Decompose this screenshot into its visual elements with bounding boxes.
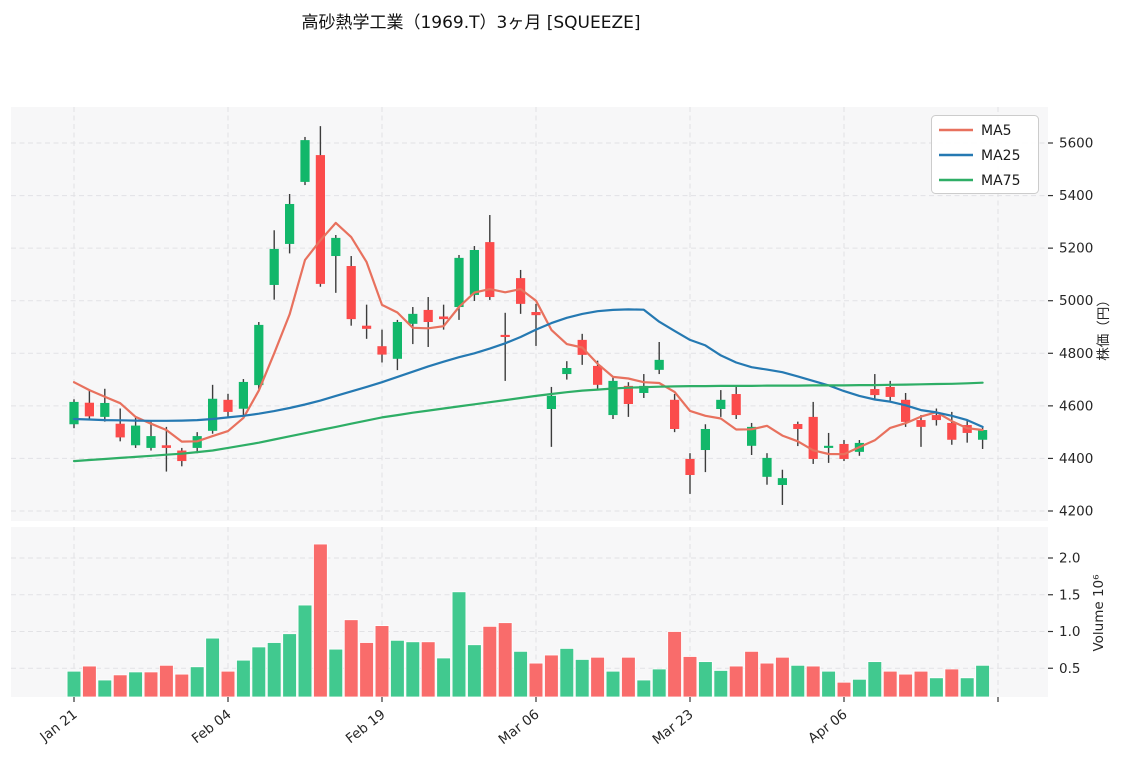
svg-text:1.5: 1.5 (1059, 587, 1080, 603)
svg-text:4800: 4800 (1059, 346, 1093, 362)
svg-text:4400: 4400 (1059, 451, 1093, 467)
chart-title: 高砂熱学工業（1969.T）3ヶ月 [SQUEEZE] (301, 13, 640, 33)
svg-text:Jan 21: Jan 21 (37, 707, 81, 746)
svg-text:4200: 4200 (1059, 504, 1093, 520)
svg-text:Apr 06: Apr 06 (805, 707, 850, 747)
legend-label-ma5: MA5 (981, 123, 1012, 139)
legend: MA5 MA25 MA75 (931, 115, 1039, 194)
legend-label-ma25: MA25 (981, 148, 1020, 164)
plot-area: 4200 4400 4600 4800 5000 5200 5400 5600 0.5 1.0 1.… (11, 107, 1093, 748)
svg-text:5400: 5400 (1059, 188, 1093, 204)
svg-text:Mar 06: Mar 06 (496, 707, 543, 749)
svg-text:4600: 4600 (1059, 398, 1093, 414)
svg-text:5600: 5600 (1059, 136, 1093, 152)
svg-text:Mar 23: Mar 23 (650, 707, 697, 749)
svg-text:1.0: 1.0 (1059, 624, 1080, 640)
svg-text:Feb 19: Feb 19 (343, 707, 389, 748)
svg-text:0.5: 0.5 (1059, 661, 1080, 677)
svg-text:5200: 5200 (1059, 241, 1093, 257)
volume-axis-label: Volume 10⁶ (1091, 574, 1107, 651)
legend-box (931, 115, 1039, 194)
svg-text:5000: 5000 (1059, 293, 1093, 309)
legend-label-ma75: MA75 (981, 173, 1020, 189)
svg-text:2.0: 2.0 (1059, 551, 1080, 567)
price-axis-label: 株価（円） (1096, 293, 1112, 361)
svg-text:Feb 04: Feb 04 (189, 707, 235, 748)
